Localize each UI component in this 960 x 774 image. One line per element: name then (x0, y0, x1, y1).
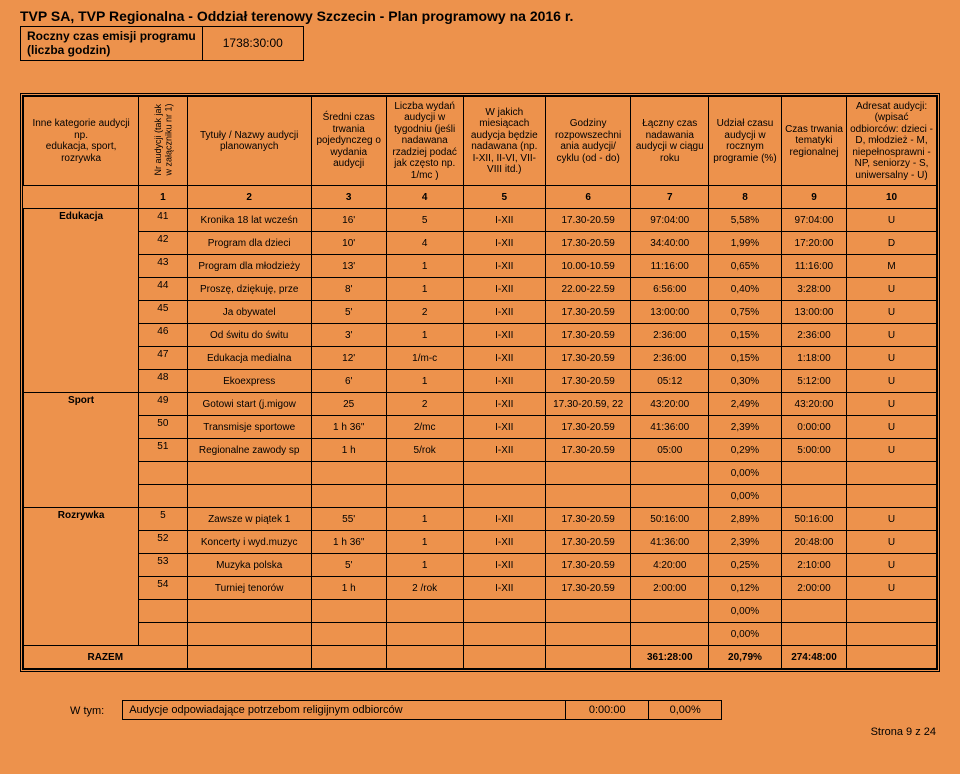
table-row: 51Regionalne zawody sp1 h5/rokI-XII17.30… (24, 439, 937, 462)
emission-label-1: Roczny czas emisji programu (27, 29, 196, 43)
cat-edukacja: Edukacja (24, 209, 139, 393)
table-row: Rozrywka 5Zawsze w piątek 155'1I-XII17.3… (24, 508, 937, 531)
table-row: 0,00% (24, 623, 937, 646)
th-share: Udział czasu audycji w rocznym programie… (709, 96, 782, 186)
th-hours: Godziny rozpowszechni ania audycji/ cykl… (545, 96, 631, 186)
main-table-box: Inne kategorie audycji np. edukacja, spo… (20, 93, 940, 673)
table-row: 50Transmisje sportowe1 h 36"2/mcI-XII17.… (24, 416, 937, 439)
emission-label-2: (liczba godzin) (27, 43, 196, 57)
relig-table: Audycje odpowiadające potrzebom religijn… (122, 700, 722, 720)
th-category: Inne kategorie audycji np. edukacja, spo… (24, 96, 139, 186)
table-row: 47Edukacja medialna12'1/m-cI-XII17.30-20… (24, 347, 937, 370)
table-row: Sport 49Gotowi start (j.migow252I-XII17.… (24, 393, 937, 416)
cat-rozrywka: Rozrywka (24, 508, 139, 646)
table-row: 42Program dla dzieci10'4I-XII17.30-20.59… (24, 232, 937, 255)
table-row: 0,00% (24, 485, 937, 508)
table-row: 46Od świtu do świtu3'1I-XII17.30-20.592:… (24, 324, 937, 347)
th-audience: Adresat audycji: (wpisać odbiorców: dzie… (847, 96, 937, 186)
th-duration: Średni czas trwania pojedynczeg o wydani… (311, 96, 386, 186)
emission-value: 1738:30:00 (203, 27, 303, 60)
table-row: 44Proszę, dziękuję, prze8'1I-XII22.00-22… (24, 278, 937, 301)
wtym-label: W tym: (20, 705, 104, 720)
relig-label: Audycje odpowiadające potrzebom religijn… (123, 701, 566, 720)
table-row: 0,00% (24, 462, 937, 485)
table-row: 0,00% (24, 600, 937, 623)
table-row: 54Turniej tenorów1 h2 /rokI-XII17.30-20.… (24, 577, 937, 600)
relig-time: 0:00:00 (566, 701, 649, 720)
header-row: Inne kategorie audycji np. edukacja, spo… (24, 96, 937, 186)
th-regional: Czas trwania tematyki regionalnej (781, 96, 846, 186)
table-row: 48Ekoexpress6'1I-XII17.30-20.5905:120,30… (24, 370, 937, 393)
th-count: Liczba wydań audycji w tygodniu (jeśli n… (386, 96, 463, 186)
program-table: Inne kategorie audycji np. edukacja, spo… (23, 96, 937, 670)
number-row: 123 456 789 10 (24, 186, 937, 209)
page-footer: Strona 9 z 24 (20, 726, 940, 738)
relig-pct: 0,00% (649, 701, 722, 720)
cat-sport: Sport (24, 393, 139, 508)
razem-row: RAZEM 361:28:00 20,79% 274:48:00 (24, 646, 937, 669)
table-row: 43Program dla młodzieży13'1I-XII10.00-10… (24, 255, 937, 278)
th-titles: Tytuły / Nazwy audycji planowanych (187, 96, 311, 186)
th-nr: Nr audycji (tak jak w załączniku nr 1) (139, 96, 187, 186)
th-total: Łączny czas nadawania audycji w ciągu ro… (631, 96, 709, 186)
table-row: 45Ja obywatel5'2I-XII17.30-20.5913:00:00… (24, 301, 937, 324)
table-row: 52Koncerty i wyd.muzyc1 h 36"1I-XII17.30… (24, 531, 937, 554)
page-title: TVP SA, TVP Regionalna - Oddział terenow… (20, 8, 940, 24)
wtym-section: W tym: Audycje odpowiadające potrzebom r… (20, 700, 940, 720)
table-row: 53Muzyka polska5'1I-XII17.30-20.594:20:0… (24, 554, 937, 577)
emission-time-box: Roczny czas emisji programu (liczba godz… (20, 26, 304, 61)
th-months: W jakich miesiącach audycja będzie nadaw… (463, 96, 545, 186)
table-row: Edukacja 41Kronika 18 lat wcześn16'5I-XI… (24, 209, 937, 232)
